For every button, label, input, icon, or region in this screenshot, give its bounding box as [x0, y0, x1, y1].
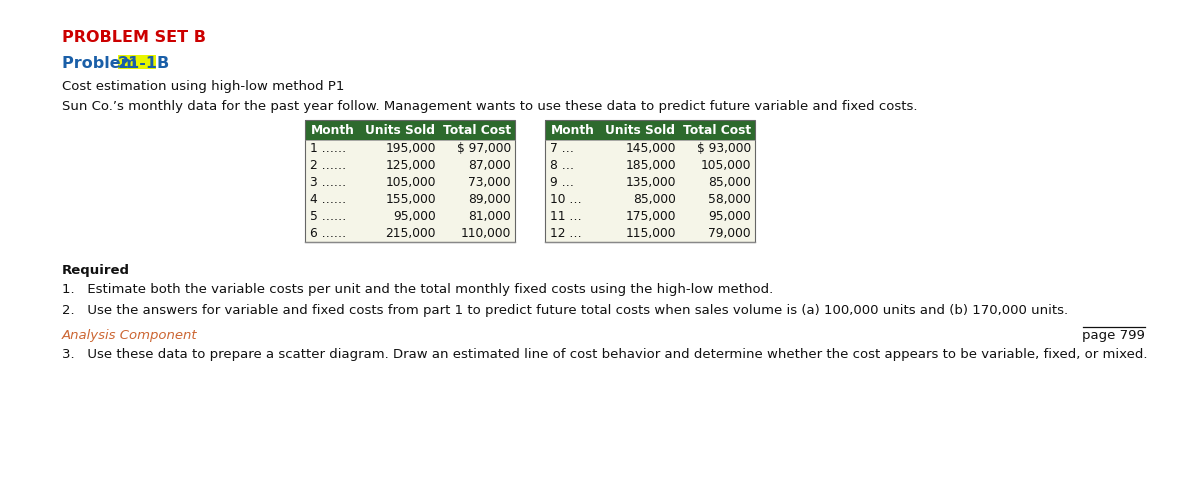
Text: Problem: Problem: [62, 56, 143, 71]
Bar: [305, 120, 515, 140]
Text: 2.   Use the answers for variable and fixed costs from part 1 to predict future : 2. Use the answers for variable and fixe…: [62, 304, 1068, 317]
Text: 79,000: 79,000: [708, 227, 751, 240]
Text: 73,000: 73,000: [468, 176, 511, 189]
Bar: [305, 120, 515, 242]
Text: 95,000: 95,000: [708, 210, 751, 223]
Text: Total Cost: Total Cost: [444, 123, 511, 137]
Text: 58,000: 58,000: [708, 193, 751, 206]
Text: Units Sold: Units Sold: [605, 123, 674, 137]
Text: Total Cost: Total Cost: [684, 123, 751, 137]
Text: 155,000: 155,000: [385, 193, 436, 206]
Text: 195,000: 195,000: [385, 142, 436, 155]
Text: 105,000: 105,000: [385, 176, 436, 189]
Text: 9 …: 9 …: [550, 176, 574, 189]
Text: 8 …: 8 …: [550, 159, 574, 172]
Text: 10 …: 10 …: [550, 193, 582, 206]
Text: $ 93,000: $ 93,000: [697, 142, 751, 155]
Text: 11 …: 11 …: [550, 210, 582, 223]
Bar: [305, 120, 515, 242]
Text: PROBLEM SET B: PROBLEM SET B: [62, 30, 206, 45]
Text: Sun Co.’s monthly data for the past year follow. Management wants to use these d: Sun Co.’s monthly data for the past year…: [62, 100, 918, 113]
Text: 125,000: 125,000: [385, 159, 436, 172]
Text: 135,000: 135,000: [625, 176, 676, 189]
Text: 215,000: 215,000: [385, 227, 436, 240]
Text: 95,000: 95,000: [394, 210, 436, 223]
Text: 185,000: 185,000: [625, 159, 676, 172]
Text: Cost estimation using high-low method P1: Cost estimation using high-low method P1: [62, 80, 344, 93]
Text: 7 …: 7 …: [550, 142, 574, 155]
Text: Month: Month: [551, 123, 594, 137]
Text: 85,000: 85,000: [634, 193, 676, 206]
Text: Analysis Component: Analysis Component: [62, 329, 198, 342]
Text: 2 ……: 2 ……: [310, 159, 346, 172]
Bar: [545, 120, 755, 242]
Text: 105,000: 105,000: [701, 159, 751, 172]
Text: 3 ……: 3 ……: [310, 176, 346, 189]
Text: 89,000: 89,000: [468, 193, 511, 206]
Text: 81,000: 81,000: [468, 210, 511, 223]
Text: 85,000: 85,000: [708, 176, 751, 189]
Text: 3.   Use these data to prepare a scatter diagram. Draw an estimated line of cost: 3. Use these data to prepare a scatter d…: [62, 348, 1147, 361]
Text: Units Sold: Units Sold: [365, 123, 436, 137]
Text: Required: Required: [62, 264, 130, 277]
Bar: [545, 120, 755, 242]
Text: 4 ……: 4 ……: [310, 193, 346, 206]
Bar: [545, 120, 755, 140]
Text: 87,000: 87,000: [468, 159, 511, 172]
Text: 1.   Estimate both the variable costs per unit and the total monthly fixed costs: 1. Estimate both the variable costs per …: [62, 283, 773, 296]
Text: $ 97,000: $ 97,000: [457, 142, 511, 155]
Text: 12 …: 12 …: [550, 227, 582, 240]
Bar: [118, 55, 156, 69]
Text: 145,000: 145,000: [625, 142, 676, 155]
Text: page 799: page 799: [1082, 329, 1145, 342]
Text: Month: Month: [311, 123, 354, 137]
Text: 110,000: 110,000: [461, 227, 511, 240]
Text: 1 ……: 1 ……: [310, 142, 346, 155]
Text: 175,000: 175,000: [625, 210, 676, 223]
Text: 6 ……: 6 ……: [310, 227, 346, 240]
Text: 115,000: 115,000: [625, 227, 676, 240]
Text: 21-1B: 21-1B: [118, 56, 170, 71]
Text: 5 ……: 5 ……: [310, 210, 347, 223]
